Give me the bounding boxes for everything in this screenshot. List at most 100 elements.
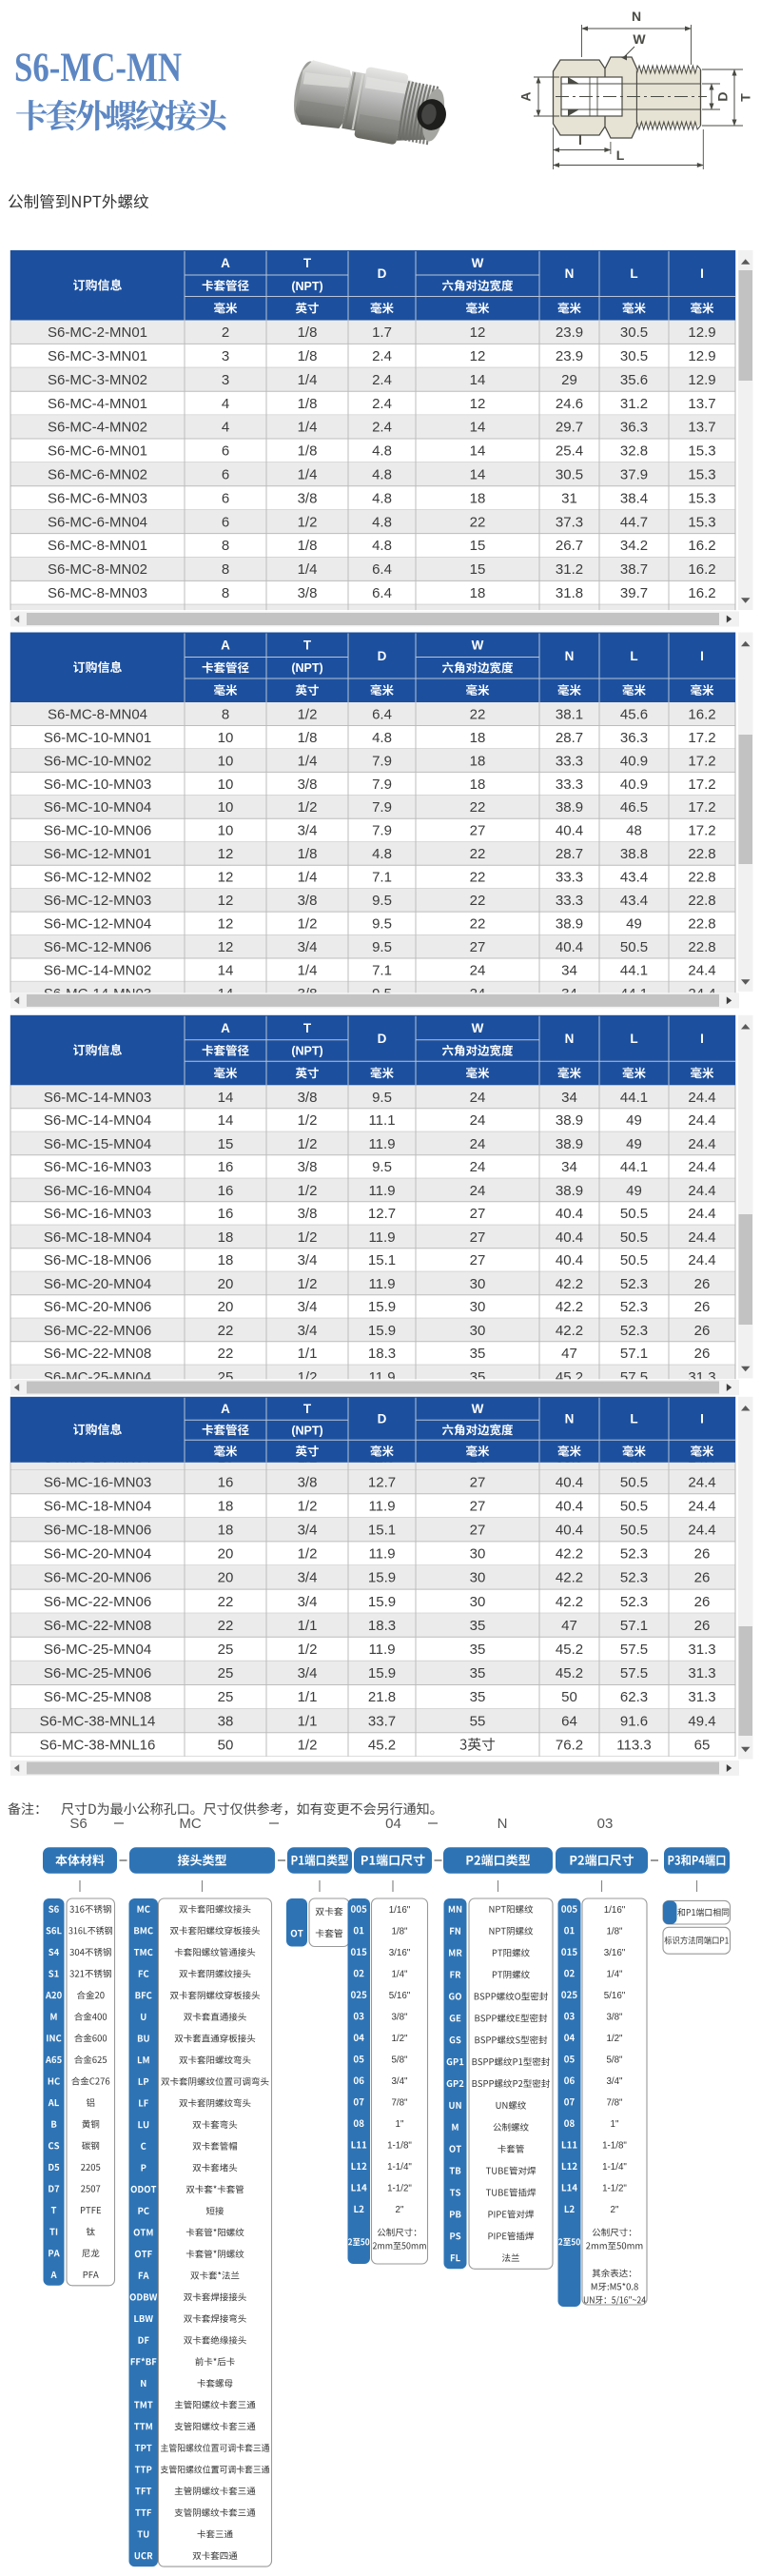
svg-text:S6-MC-20-MN06: S6-MC-20-MN06 [44,1570,151,1586]
svg-text:3/8: 3/8 [298,490,318,506]
svg-text:14: 14 [470,467,486,483]
svg-text:S6-MC-12-MN01: S6-MC-12-MN01 [44,846,151,862]
svg-text:28.7: 28.7 [556,730,583,746]
svg-text:3/4: 3/4 [298,1323,318,1339]
svg-text:31.2: 31.2 [556,561,583,578]
svg-text:33.3: 33.3 [556,870,583,886]
svg-text:S6-MC-4-MN01: S6-MC-4-MN01 [48,396,147,412]
svg-text:26: 26 [694,1299,711,1315]
svg-text:1/4": 1/4" [391,1969,408,1979]
svg-text:26: 26 [694,1594,711,1610]
svg-text:S6-MC-14-MN02: S6-MC-14-MN02 [44,962,151,978]
svg-text:15.1: 15.1 [368,1523,396,1539]
svg-text:40.4: 40.4 [556,823,583,839]
svg-text:10: 10 [218,823,234,839]
svg-text:28.7: 28.7 [556,846,583,862]
svg-text:3/8: 3/8 [298,986,318,1002]
svg-text:S6-MC-12-MN03: S6-MC-12-MN03 [44,893,151,909]
svg-text:49: 49 [626,1183,642,1199]
svg-text:3/8": 3/8" [606,2012,623,2022]
svg-text:22: 22 [470,893,486,909]
svg-text:S6-MC-15-MN04: S6-MC-15-MN04 [44,1136,151,1152]
svg-text:50.5: 50.5 [620,1474,648,1490]
svg-text:N: N [632,9,641,24]
svg-text:18: 18 [218,1229,234,1246]
svg-text:S6-MC-3-MN01: S6-MC-3-MN01 [48,348,147,364]
svg-text:11.1: 11.1 [368,1112,395,1129]
svg-text:24.4: 24.4 [688,1523,715,1539]
svg-text:25: 25 [218,1689,234,1705]
svg-text:1/1: 1/1 [298,1713,318,1729]
svg-text:16: 16 [218,1450,234,1466]
svg-text:62.3: 62.3 [620,1689,648,1705]
svg-text:14: 14 [470,443,486,460]
svg-text:24.6: 24.6 [556,396,583,412]
svg-text:S6-MC-18-MN04: S6-MC-18-MN04 [44,1229,151,1246]
svg-text:45.2: 45.2 [368,1737,396,1753]
svg-text:S6-MC-16-MN04: S6-MC-16-MN04 [44,1183,151,1199]
svg-text:D: D [378,1032,387,1046]
svg-text:7.9: 7.9 [372,777,392,793]
svg-text:10: 10 [218,753,234,769]
svg-text:27: 27 [470,1229,486,1246]
svg-text:57.1: 57.1 [620,1346,648,1362]
svg-text:44.1: 44.1 [620,986,648,1002]
svg-text:24.4: 24.4 [688,1183,715,1199]
svg-text:11.9: 11.9 [368,1498,395,1514]
svg-text:1/1: 1/1 [298,1346,318,1362]
svg-text:33.3: 33.3 [556,753,583,769]
svg-text:40.4: 40.4 [556,1523,583,1539]
svg-text:1/2: 1/2 [298,1183,318,1199]
svg-text:1/2: 1/2 [298,1546,318,1563]
svg-text:2.4: 2.4 [372,396,392,412]
svg-text:22: 22 [218,1618,234,1634]
svg-text:9.5: 9.5 [372,893,392,909]
svg-text:35: 35 [470,1618,486,1634]
svg-text:11.9: 11.9 [368,1136,395,1152]
svg-text:1/4: 1/4 [298,420,318,436]
svg-text:3/4": 3/4" [606,2076,623,2087]
svg-text:49: 49 [626,1112,642,1129]
svg-text:6: 6 [222,514,229,530]
svg-text:D: D [378,266,387,281]
svg-text:S6-MC-MN: S6-MC-MN [14,46,182,90]
svg-text:22.8: 22.8 [688,939,715,955]
svg-text:15.3: 15.3 [688,443,715,460]
svg-text:42.2: 42.2 [556,1299,583,1315]
svg-text:S6-MC-12-MN06: S6-MC-12-MN06 [44,939,151,955]
svg-text:17.2: 17.2 [688,730,715,746]
svg-text:13.7: 13.7 [688,420,715,436]
svg-text:22: 22 [470,916,486,933]
svg-text:4.8: 4.8 [372,467,392,483]
svg-text:10: 10 [218,730,234,746]
svg-text:S6-MC-25-MN04: S6-MC-25-MN04 [44,1642,151,1658]
svg-text:6.4: 6.4 [372,561,392,578]
svg-text:31.2: 31.2 [620,396,648,412]
svg-text:4: 4 [222,420,229,436]
svg-text:1/2: 1/2 [298,916,318,933]
svg-text:26: 26 [694,1346,711,1362]
svg-text:N: N [565,649,575,663]
svg-text:22.8: 22.8 [688,846,715,862]
svg-text:N: N [565,1412,575,1426]
svg-text:24: 24 [470,1159,486,1175]
svg-text:50.5: 50.5 [620,939,648,955]
svg-text:46.5: 46.5 [620,799,648,816]
svg-text:1.7: 1.7 [372,324,392,341]
svg-text:34: 34 [561,1090,577,1106]
svg-text:15.9: 15.9 [368,1665,396,1681]
svg-text:S6-MC-10-MN03: S6-MC-10-MN03 [44,777,151,793]
svg-text:22: 22 [470,514,486,530]
svg-text:17.2: 17.2 [688,823,715,839]
svg-text:12: 12 [218,916,234,933]
svg-text:31: 31 [561,490,577,506]
svg-text:48: 48 [626,823,642,839]
svg-text:44.1: 44.1 [620,962,648,978]
svg-text:6: 6 [222,490,229,506]
svg-text:22: 22 [470,846,486,862]
svg-text:24: 24 [470,962,486,978]
svg-text:16.2: 16.2 [688,561,715,578]
svg-text:1-1/2": 1-1/2" [387,2184,412,2194]
svg-text:1/8: 1/8 [298,846,318,862]
svg-text:24: 24 [470,1136,486,1152]
